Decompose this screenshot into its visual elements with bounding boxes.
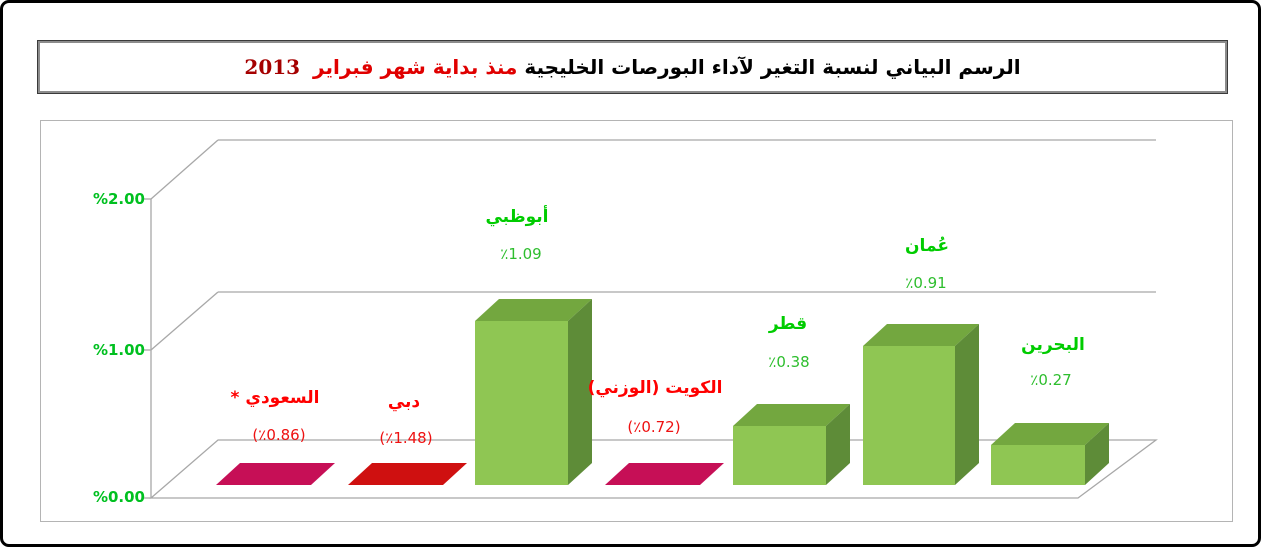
bar-bahrain-side	[1085, 423, 1109, 485]
bar-abudhabi-top	[475, 299, 592, 321]
label-kuwait: الكويت (الوزني)	[587, 378, 723, 398]
label-oman: عُمان	[905, 236, 949, 256]
label-dubai: دبي	[387, 392, 421, 412]
value-saudi: (٪0.86)	[252, 426, 306, 444]
bar-dubai-flat	[348, 463, 467, 485]
bar-abudhabi-front	[475, 321, 568, 485]
bar-oman-side	[955, 324, 979, 485]
label-bahrain: البحرين	[1021, 335, 1085, 355]
chart-title-period: منذ بداية شهر فبراير	[313, 55, 518, 79]
y-tick-label-0: %0.00	[92, 488, 145, 506]
value-oman: ٪0.91	[905, 274, 947, 292]
y-tick-label-1: %1.00	[92, 341, 145, 359]
label-saudi: السعودي *	[230, 388, 320, 408]
chart-title-year: 2013	[244, 55, 301, 79]
chart-title-main: الرسم البياني لنسبة التغير لآداء البورصا…	[524, 55, 1021, 79]
floor-plane	[149, 439, 1158, 499]
value-qatar: ٪0.38	[768, 353, 810, 371]
chart-title: الرسم البياني لنسبة التغير لآداء البورصا…	[244, 55, 1020, 79]
bar-kuwait-flat	[605, 463, 724, 485]
bar-qatar-front	[733, 426, 826, 485]
bar-bahrain-top	[991, 423, 1109, 445]
bar-saudi-flat	[216, 463, 335, 485]
value-dubai: (٪1.48)	[379, 429, 433, 447]
bar-qatar-top	[733, 404, 850, 426]
depth-line-2pct	[150, 139, 219, 200]
value-abudhabi: ٪1.09	[500, 245, 542, 263]
chart-canvas	[144, 139, 1158, 499]
bar-oman-top	[863, 324, 979, 346]
bar-qatar-side	[826, 404, 850, 485]
chart-title-box: الرسم البياني لنسبة التغير لآداء البورصا…	[38, 41, 1227, 93]
value-bahrain: ٪0.27	[1030, 371, 1072, 389]
label-abudhabi: أبوظبي	[485, 207, 549, 227]
value-kuwait: (٪0.72)	[627, 418, 681, 436]
bar-abudhabi-side	[568, 299, 592, 485]
bar-oman-front	[863, 346, 955, 485]
depth-line-1pct	[150, 291, 219, 351]
bar-bahrain-front	[991, 445, 1085, 485]
label-qatar: قطر	[768, 314, 808, 334]
y-tick-label-2: %2.00	[92, 190, 145, 208]
